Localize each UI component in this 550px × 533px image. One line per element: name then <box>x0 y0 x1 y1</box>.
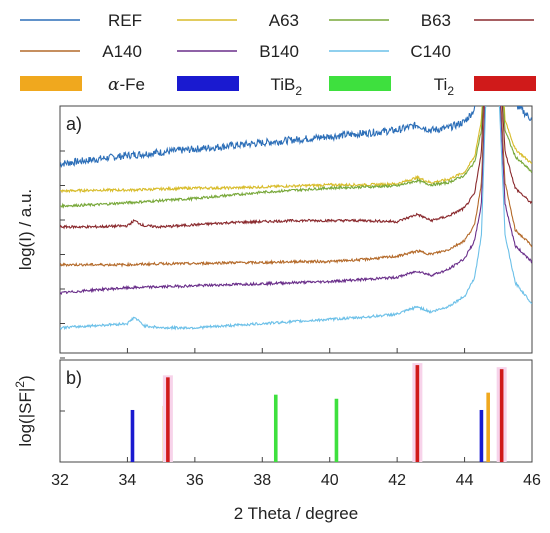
legend-entry-c140: C140 <box>329 42 451 61</box>
legend-entry-fe2b: Fe2B <box>474 76 536 91</box>
x-tick-label-40: 40 <box>321 472 339 489</box>
x-axis: 32 34 36 38 40 42 44 46 2 Theta / degree <box>51 348 541 523</box>
legend-entry-b63: B63 <box>329 11 451 30</box>
x-tick-label-32: 32 <box>51 472 69 489</box>
series-line-b140 <box>60 106 532 296</box>
series-line-c140 <box>60 106 532 331</box>
legend-label-b140: B140 <box>259 42 299 61</box>
legend-label-subscript: 2 <box>295 84 302 98</box>
x-tick-label-46: 46 <box>523 472 541 489</box>
legend-label-subscript: 2 <box>447 84 454 98</box>
panel-a-label: a) <box>66 114 82 134</box>
x-tick-label-44: 44 <box>456 472 474 489</box>
legend-entry-b140: B140 <box>177 42 299 61</box>
legend-entry-c63: C63 <box>474 19 534 21</box>
legend-label-main: -Fe <box>120 75 146 94</box>
panel-b-structure-factor-plot: b) log(|SF|2) <box>13 359 533 463</box>
series-line-c63 <box>60 106 532 230</box>
panel-a-frame <box>59 105 533 354</box>
legend-label-a63: A63 <box>269 11 299 30</box>
bar-ti2 <box>273 394 278 462</box>
series-line-ref <box>60 106 532 168</box>
legend-label-prefix: α <box>108 75 120 95</box>
legend-entry-tib2: TiB2 <box>177 75 302 98</box>
x-tick-label-42: 42 <box>388 472 406 489</box>
legend-label-main: TiB <box>270 75 295 94</box>
x-tick-label-34: 34 <box>119 472 137 489</box>
panel-b-ylabel-superscript: 2 <box>13 381 27 388</box>
legend-swatch-fe <box>20 76 82 91</box>
bar-tib2 <box>479 409 484 462</box>
legend-label-a140: A140 <box>102 42 142 61</box>
legend-label-ref: REF <box>108 11 142 30</box>
legend-label-tib2: TiB2 <box>270 75 302 98</box>
x-tick-label-36: 36 <box>186 472 204 489</box>
series-line-a63 <box>60 106 532 194</box>
x-axis-label: 2 Theta / degree <box>234 504 358 523</box>
legend-entry-ti2: Ti2 <box>329 75 454 98</box>
bar-fe2b <box>499 369 504 462</box>
legend-label-c140: C140 <box>410 42 451 61</box>
x-tick-label-38: 38 <box>253 472 271 489</box>
bar-fe2b <box>415 365 420 462</box>
legend-swatch-fe2b <box>474 76 536 91</box>
bar-fe <box>486 392 490 462</box>
legend-label-main: Ti <box>434 75 448 94</box>
bar-ti2 <box>334 398 339 462</box>
panel-b-ylabel-main: log(|SF| <box>16 388 35 447</box>
legend-label-fe: α-Fe <box>108 75 145 95</box>
panel-b-ylabel-end: ) <box>16 375 35 381</box>
legend-entry-fe: α-Fe <box>20 75 145 95</box>
legend-label-ti2: Ti2 <box>434 75 455 98</box>
panel-a-ylabel: log(I) / a.u. <box>16 189 35 270</box>
legend-swatch-ti2 <box>329 76 391 91</box>
series-line-a140 <box>60 106 532 268</box>
panel-a-intensity-plot: a) log(I) / a.u. <box>16 105 533 359</box>
legend: REFA63B63C63A140B140C140α-FeTiB2Ti2Fe2B <box>20 11 536 98</box>
legend-entry-ref: REF <box>20 11 142 30</box>
bar-tib2 <box>130 409 135 462</box>
legend-entry-a63: A63 <box>177 11 299 30</box>
legend-entry-a140: A140 <box>20 42 142 61</box>
legend-label-b63: B63 <box>421 11 451 30</box>
bar-fe2b <box>166 377 170 462</box>
legend-swatch-tib2 <box>177 76 239 91</box>
series-line-b63 <box>60 106 532 209</box>
panel-b-ylabel: log(|SF|2) <box>13 375 35 446</box>
panel-b-label: b) <box>66 368 82 388</box>
